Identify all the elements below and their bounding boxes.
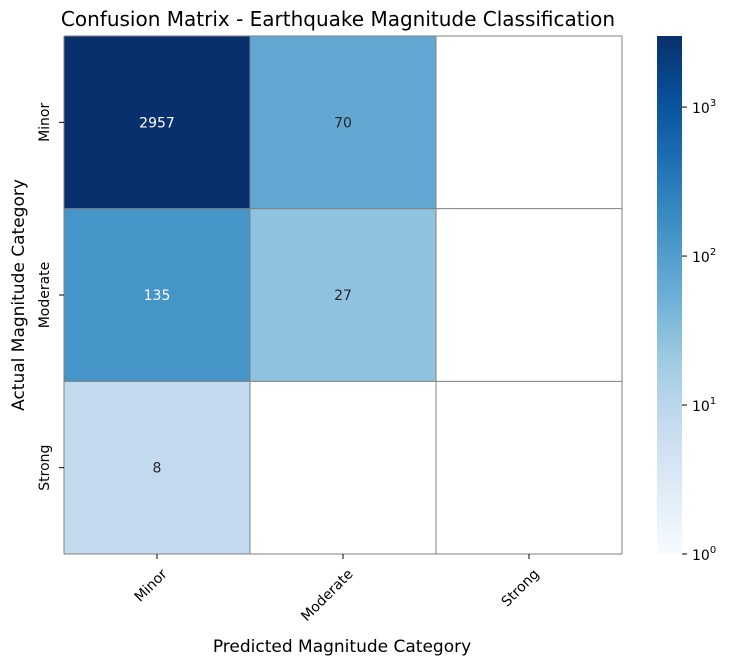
heatmap-cell	[436, 381, 622, 554]
colorbar-tick-label: 103	[692, 98, 716, 117]
colorbar-tick-label: 102	[692, 247, 716, 266]
colorbar-tick-base: 10	[692, 101, 710, 117]
y-tick-label: Strong	[37, 445, 53, 491]
x-tick-label: Moderate	[298, 566, 356, 624]
colorbar-tick-exponent: 2	[710, 247, 716, 258]
cell-value-label: 135	[144, 288, 171, 304]
colorbar-tick-label: 100	[692, 545, 716, 564]
colorbar-tick-exponent: 0	[710, 545, 716, 556]
y-axis-label: Actual Magnitude Category	[9, 179, 29, 411]
cell-value-label: 70	[334, 115, 352, 131]
heatmap-cell	[436, 209, 622, 382]
cell-value-label: 2957	[139, 115, 175, 131]
colorbar-tick-base: 10	[692, 548, 710, 564]
cell-value-label: 27	[334, 288, 352, 304]
chart-title: Confusion Matrix - Earthquake Magnitude …	[61, 7, 615, 31]
y-tick-label: Minor	[37, 103, 53, 142]
x-tick-label: Minor	[132, 566, 171, 605]
heatmap-cell	[436, 36, 622, 209]
colorbar-tick-base: 10	[692, 399, 710, 415]
y-tick-label: Moderate	[37, 262, 53, 329]
colorbar-tick-exponent: 1	[710, 396, 716, 407]
x-axis-label: Predicted Magnitude Category	[213, 637, 471, 657]
heatmap-cell	[250, 381, 436, 554]
colorbar-tick-exponent: 3	[710, 98, 716, 109]
colorbar-gradient	[657, 36, 682, 554]
cell-value-label: 8	[153, 461, 162, 477]
colorbar-tick-base: 10	[692, 250, 710, 266]
x-tick-label: Strong	[499, 566, 543, 610]
colorbar-tick-label: 101	[692, 396, 716, 415]
